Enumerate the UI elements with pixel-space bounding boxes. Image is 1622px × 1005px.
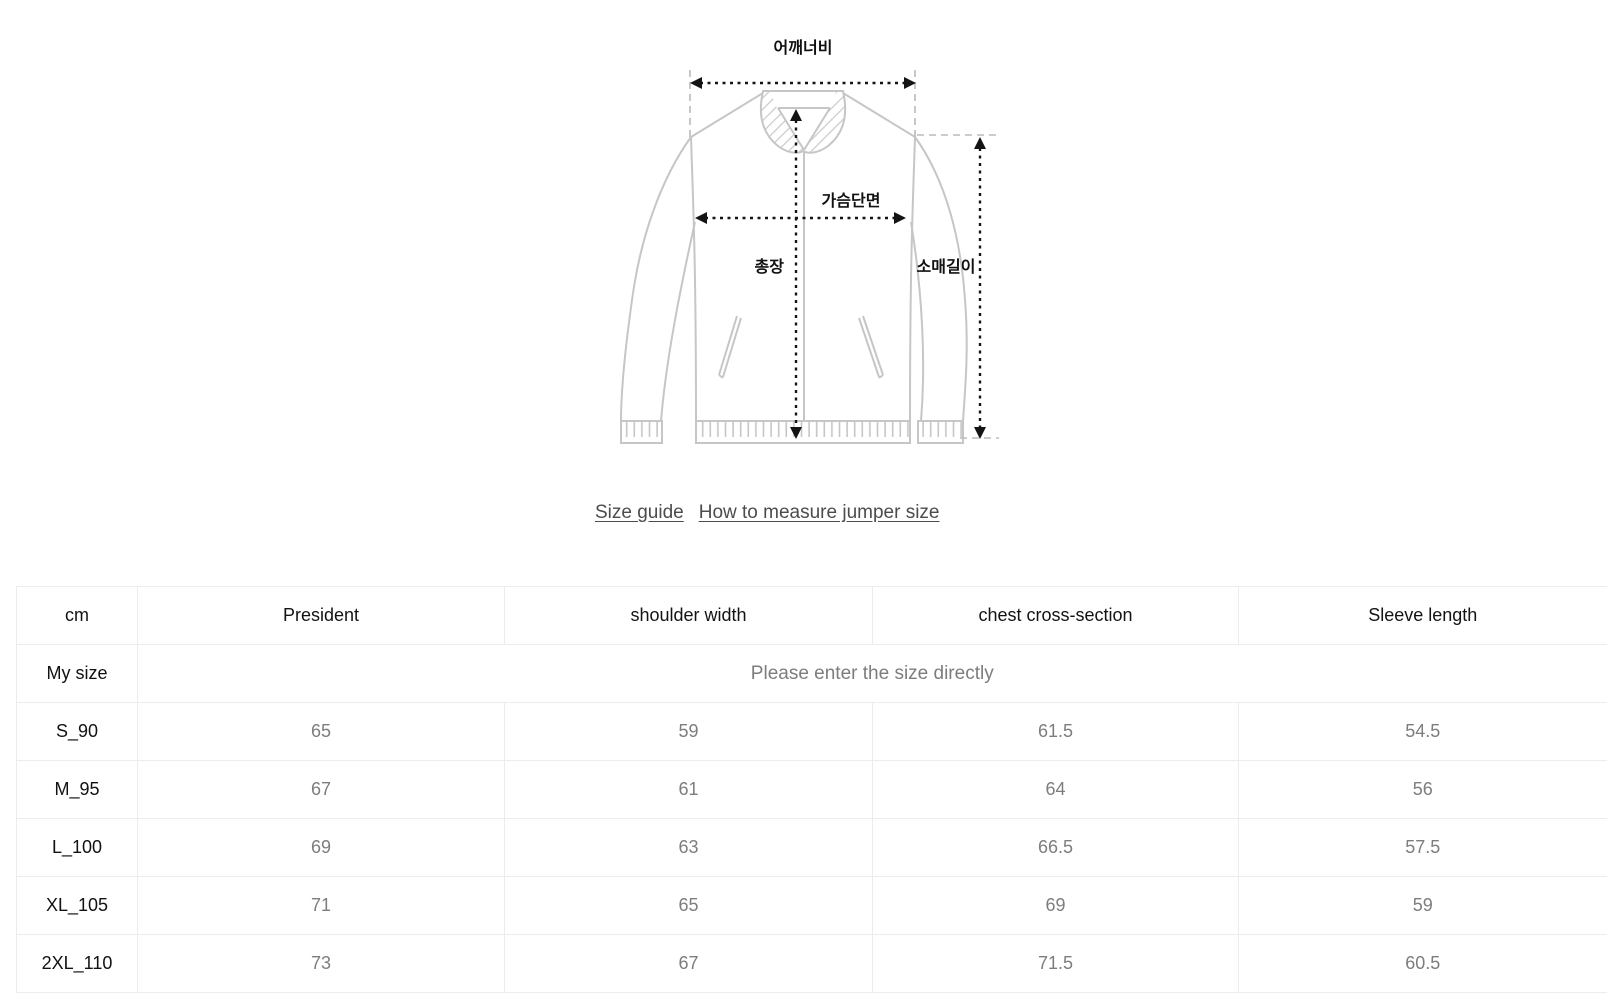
size-row-label: 2XL_110 xyxy=(16,934,138,993)
jumper-measurement-diagram: 어깨너비 가슴단면 총장 소매길이 xyxy=(620,39,999,444)
size-table: cm President shoulder width chest cross-… xyxy=(16,586,1607,993)
col-header-chest-cross-section: chest cross-section xyxy=(872,586,1239,645)
size-value-cell: 63 xyxy=(504,818,873,877)
col-header-sleeve-length: Sleeve length xyxy=(1238,586,1607,645)
right-cuff-rib xyxy=(917,420,964,444)
left-cuff-rib xyxy=(620,420,663,444)
body-side-seams xyxy=(690,136,916,422)
left-sleeve xyxy=(620,136,696,422)
guide-lines xyxy=(689,70,999,439)
size-value-cell: 65 xyxy=(504,876,873,935)
size-guide-link[interactable]: Size guide xyxy=(595,502,684,523)
size-value-cell: 66.5 xyxy=(872,818,1239,877)
left-pocket xyxy=(718,315,742,379)
measure-arrows xyxy=(700,81,982,428)
collar-lines xyxy=(763,90,843,151)
size-value-cell: 60.5 xyxy=(1238,934,1607,993)
size-value-cell: 67 xyxy=(504,934,873,993)
label-chest-cross-section: 가슴단면 xyxy=(822,192,881,210)
size-value-cell: 54.5 xyxy=(1238,702,1607,761)
size-value-cell: 59 xyxy=(504,702,873,761)
how-to-measure-link[interactable]: How to measure jumper size xyxy=(698,502,940,523)
size-value-cell: 73 xyxy=(137,934,505,993)
jacket-outline xyxy=(620,90,968,444)
size-value-cell: 64 xyxy=(872,760,1239,819)
col-header-president: President xyxy=(137,586,505,645)
size-row-label: XL_105 xyxy=(16,876,138,935)
collar-opening xyxy=(770,92,836,149)
label-total-length: 총장 xyxy=(755,258,785,276)
table-row-m95: M_95 67 61 64 56 xyxy=(16,760,1607,819)
table-row-s90: S_90 65 59 61.5 54.5 xyxy=(16,702,1607,761)
size-value-cell: 69 xyxy=(137,818,505,877)
table-row-2xl110: 2XL_110 73 67 71.5 60.5 xyxy=(16,934,1607,993)
label-shoulder-width: 어깨너비 xyxy=(774,39,833,57)
shoulder-seams xyxy=(690,92,916,138)
size-value-cell: 61 xyxy=(504,760,873,819)
right-sleeve xyxy=(910,136,968,422)
arrow-heads xyxy=(690,77,986,439)
size-value-cell: 65 xyxy=(137,702,505,761)
my-size-row-label: My size xyxy=(16,644,138,703)
size-value-cell: 71.5 xyxy=(872,934,1239,993)
size-links-row: Size guide How to measure jumper size xyxy=(595,501,940,525)
col-header-shoulder-width: shoulder width xyxy=(504,586,873,645)
my-size-row: My size Please enter the size directly xyxy=(16,644,1607,703)
size-value-cell: 69 xyxy=(872,876,1239,935)
size-value-cell: 61.5 xyxy=(872,702,1239,761)
right-pocket xyxy=(858,315,884,379)
size-value-cell: 59 xyxy=(1238,876,1607,935)
my-size-input-cell[interactable]: Please enter the size directly xyxy=(137,644,1607,703)
size-value-cell: 67 xyxy=(137,760,505,819)
size-row-label: S_90 xyxy=(16,702,138,761)
hem-rib-band xyxy=(695,420,911,444)
table-row-l100: L_100 69 63 66.5 57.5 xyxy=(16,818,1607,877)
size-value-cell: 71 xyxy=(137,876,505,935)
table-header-row: cm President shoulder width chest cross-… xyxy=(16,586,1607,645)
size-row-label: M_95 xyxy=(16,760,138,819)
label-sleeve-length: 소매길이 xyxy=(917,258,976,276)
size-value-cell: 57.5 xyxy=(1238,818,1607,877)
size-value-cell: 56 xyxy=(1238,760,1607,819)
table-row-xl105: XL_105 71 65 69 59 xyxy=(16,876,1607,935)
col-header-cm: cm xyxy=(16,586,138,645)
size-row-label: L_100 xyxy=(16,818,138,877)
